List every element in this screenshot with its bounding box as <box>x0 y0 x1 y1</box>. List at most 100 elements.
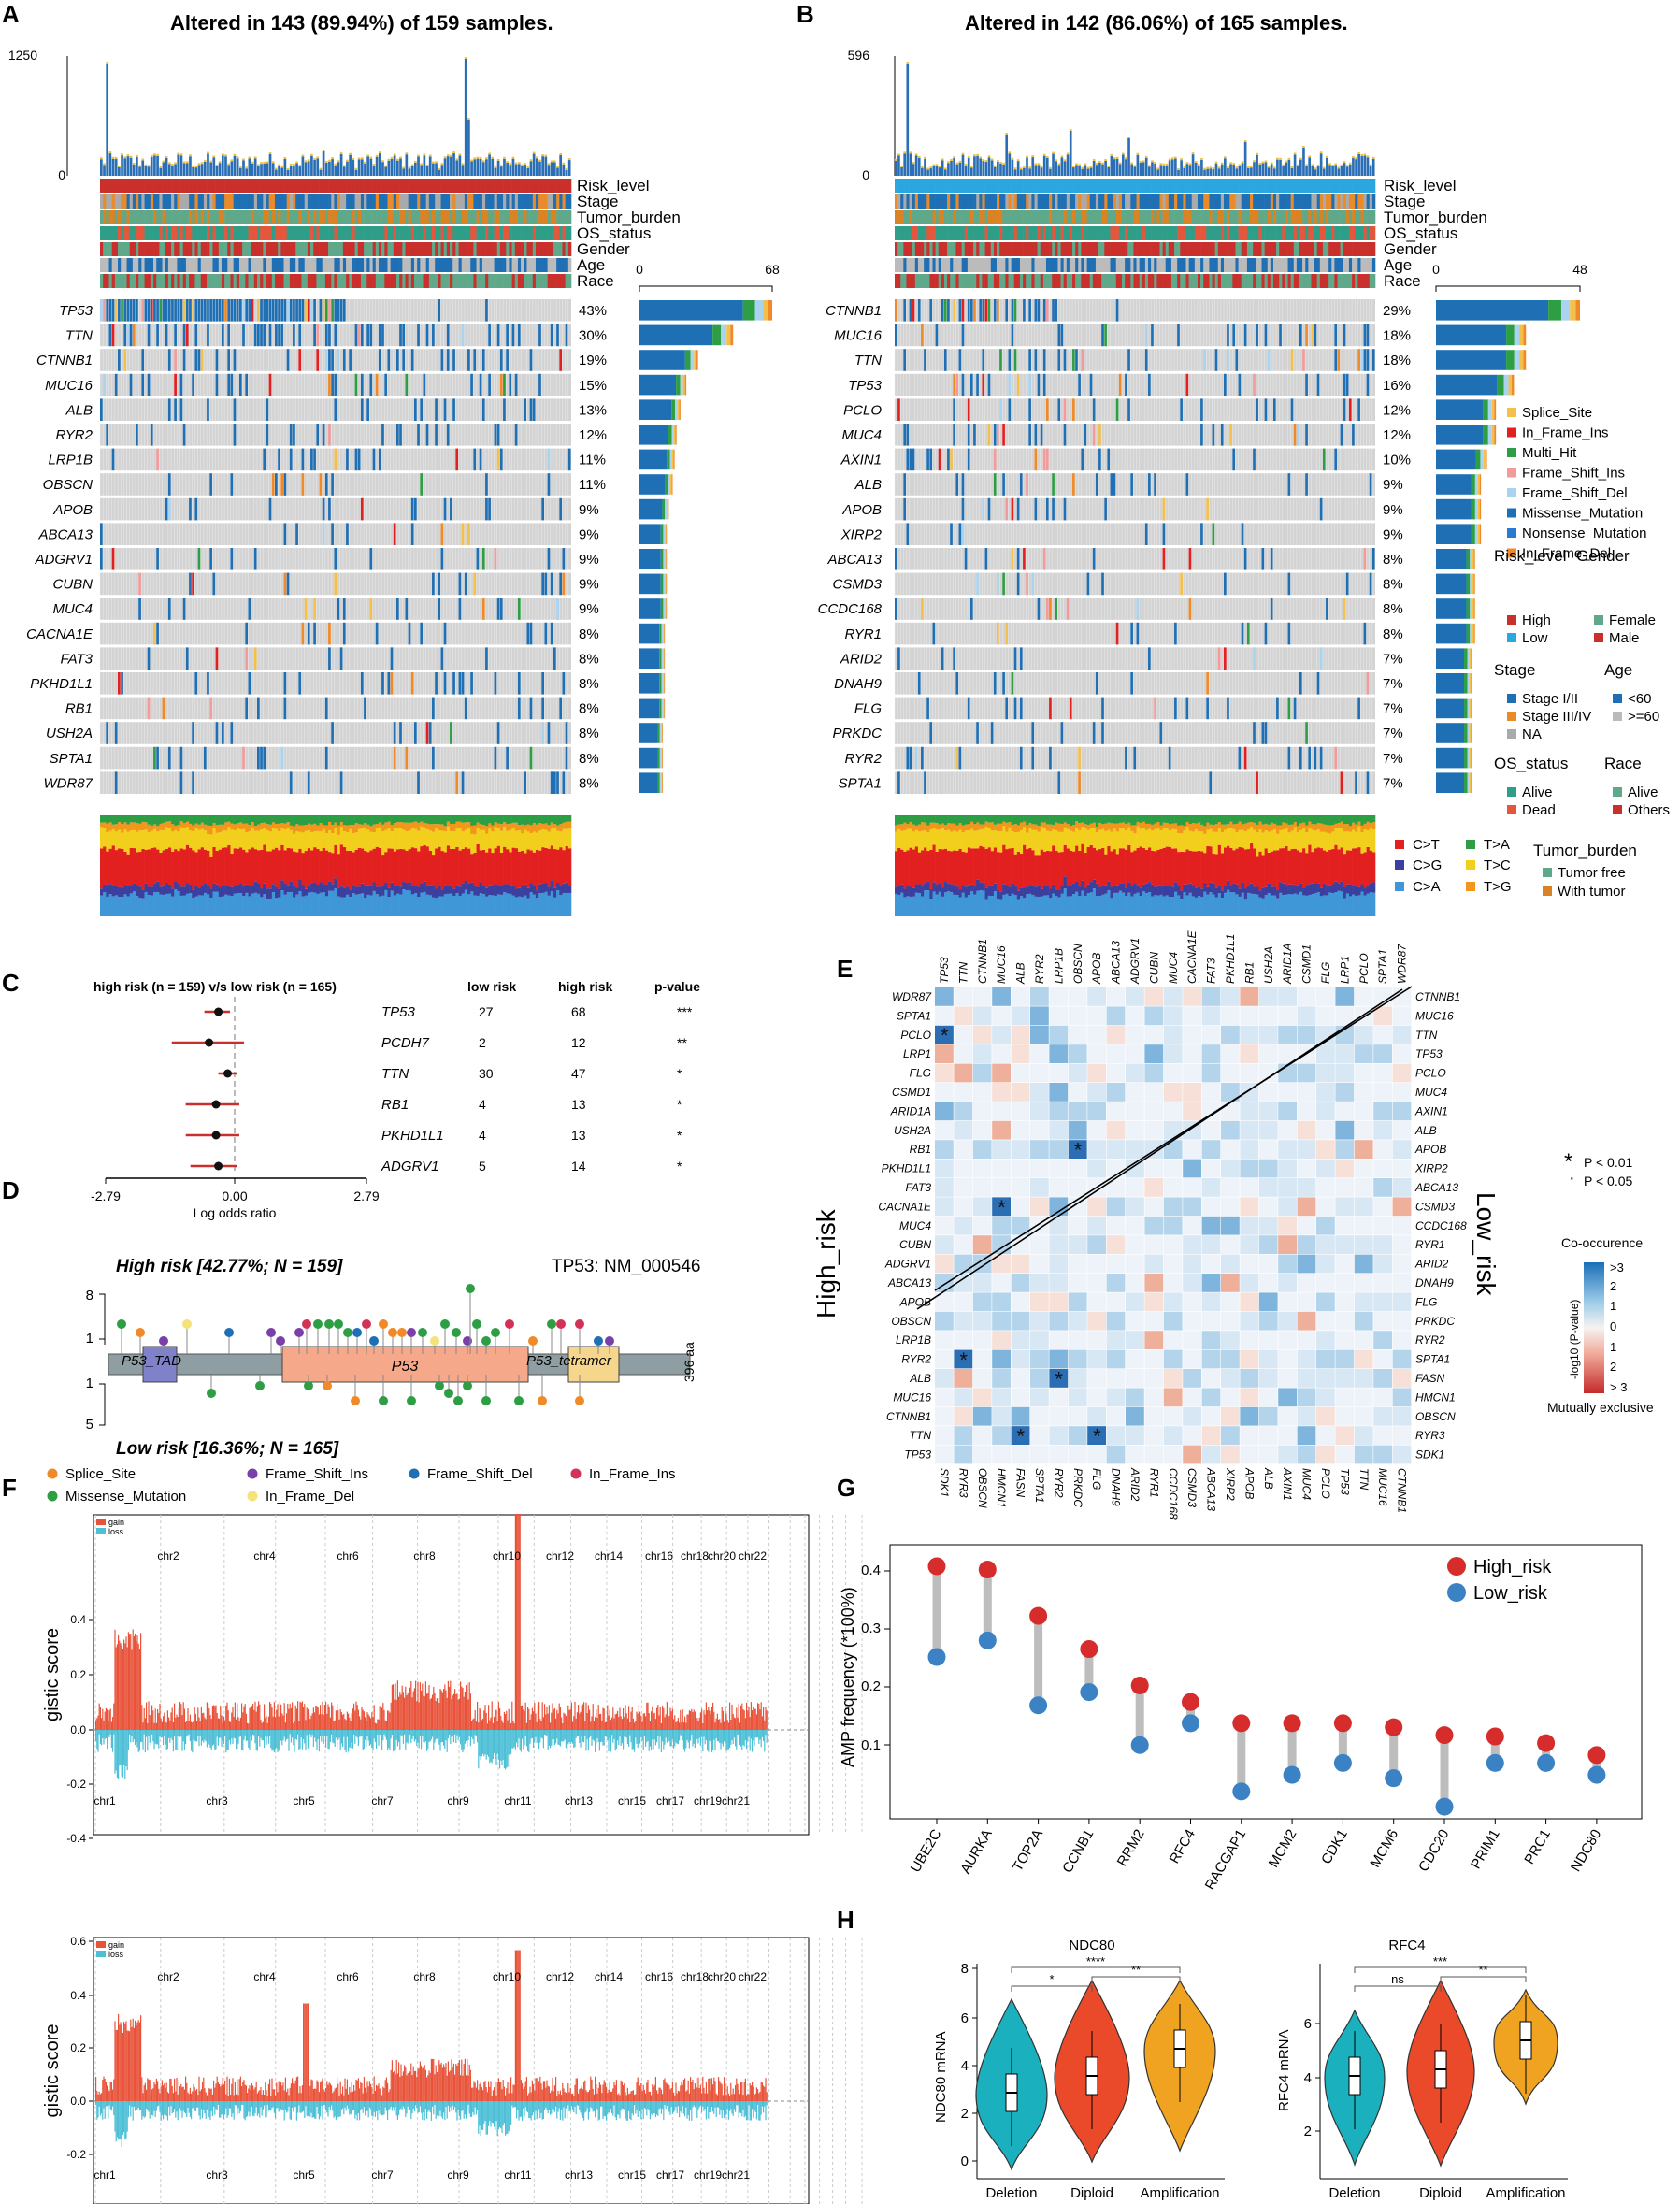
annotation-cell <box>266 242 269 256</box>
mutation-cell <box>464 697 467 720</box>
tmb-bar-cap <box>165 155 168 158</box>
mutation-cell <box>153 622 156 645</box>
tmb-bar-cap <box>481 160 485 163</box>
annotation-cell <box>280 179 284 193</box>
mutation-cell <box>209 548 212 570</box>
annotation-cell <box>182 210 187 224</box>
annotation-cell <box>224 274 228 288</box>
annotation-cell <box>509 210 512 224</box>
annotation-cell <box>381 226 385 240</box>
annotation-cell <box>467 226 471 240</box>
annotation-cell <box>402 226 406 240</box>
annotation-cell <box>503 226 507 240</box>
annotation-cell <box>298 226 302 240</box>
annotation-cell <box>251 226 255 240</box>
annotation-cell <box>438 242 441 256</box>
mutation-cell <box>496 448 500 471</box>
annotation-cell <box>162 194 166 209</box>
annotation-cell <box>268 210 273 224</box>
annotation-cell <box>494 210 498 224</box>
tmb-bar-cap <box>126 154 130 157</box>
mutation-cell <box>230 299 234 322</box>
annotation-cell <box>514 258 519 272</box>
annotation-cell <box>194 274 198 288</box>
annotation-cell <box>286 210 291 224</box>
annotation-cell <box>458 226 463 240</box>
mutation-cell <box>458 572 462 596</box>
annotation-cell <box>506 274 510 288</box>
tmb-bar-cap <box>532 151 536 154</box>
tmb-bar <box>289 165 293 176</box>
mutation-cell <box>547 448 551 471</box>
tmb-bar-cap <box>194 166 198 168</box>
annotation-cell <box>293 210 296 224</box>
tmb-bar <box>150 156 153 176</box>
annotation-cell <box>156 194 160 209</box>
annotation-cell <box>248 274 251 288</box>
annotation-cell <box>319 194 323 209</box>
annotation-cell <box>286 258 291 272</box>
annotation-cell <box>293 226 296 240</box>
mutation-cell <box>541 697 544 720</box>
tmb-bar <box>189 156 192 176</box>
annotation-cell <box>366 210 370 224</box>
annotation-cell <box>144 274 149 288</box>
annotation-cell <box>496 274 501 288</box>
annotation-cell <box>395 194 400 209</box>
annotation-cell <box>304 274 309 288</box>
tmb-bar-cap <box>458 153 462 156</box>
mutation-cell <box>328 299 331 322</box>
annotation-cell <box>153 274 157 288</box>
annotation-cell <box>200 242 205 256</box>
mutation-cell <box>334 373 337 396</box>
tmb-bar <box>532 153 536 176</box>
annotation-cell <box>319 179 323 193</box>
annotation-cell <box>185 242 190 256</box>
annotation-cell <box>461 274 466 288</box>
annotation-cell <box>479 242 483 256</box>
annotation-cell <box>567 242 572 256</box>
annotation-cell <box>369 210 373 224</box>
annotation-cell <box>167 242 172 256</box>
annotation-cell <box>417 242 421 256</box>
annotation-cell <box>342 179 347 193</box>
annotation-cell <box>366 258 370 272</box>
mutation-cell <box>126 299 130 322</box>
annotation-cell <box>238 274 243 288</box>
annotation-cell <box>162 226 166 240</box>
annotation-cell <box>337 242 341 256</box>
annotation-cell <box>251 210 255 224</box>
annotation-cell <box>423 242 426 256</box>
annotation-cell <box>541 210 545 224</box>
annotation-cell <box>313 226 317 240</box>
annotation-cell <box>209 274 213 288</box>
annotation-cell <box>251 194 255 209</box>
annotation-cell <box>177 179 180 193</box>
annotation-cell <box>257 258 261 272</box>
annotation-cell <box>203 258 208 272</box>
tmb-bar <box>298 166 302 176</box>
mutation-cell <box>461 672 465 695</box>
annotation-cell <box>410 258 415 272</box>
annotation-cell <box>260 242 264 256</box>
annotation-cell <box>565 242 569 256</box>
mutation-cell <box>526 622 530 645</box>
mutation-cell <box>215 647 219 670</box>
annotation-cell <box>263 194 266 209</box>
annotation-cell <box>567 274 572 288</box>
annotation-cell <box>514 226 519 240</box>
annotation-cell <box>138 210 142 224</box>
annotation-cell <box>440 274 444 288</box>
annotation-cell <box>488 194 492 209</box>
annotation-cell <box>384 274 388 288</box>
annotation-cell <box>331 226 335 240</box>
annotation-cell <box>339 179 344 193</box>
annotation-cell <box>384 194 388 209</box>
annotation-cell <box>399 179 403 193</box>
mutation-cell <box>529 398 533 421</box>
annotation-cell <box>532 179 537 193</box>
annotation-cell <box>428 226 433 240</box>
annotation-cell <box>352 179 355 193</box>
annotation-cell <box>366 194 370 209</box>
tmb-bar-cap <box>425 164 429 166</box>
